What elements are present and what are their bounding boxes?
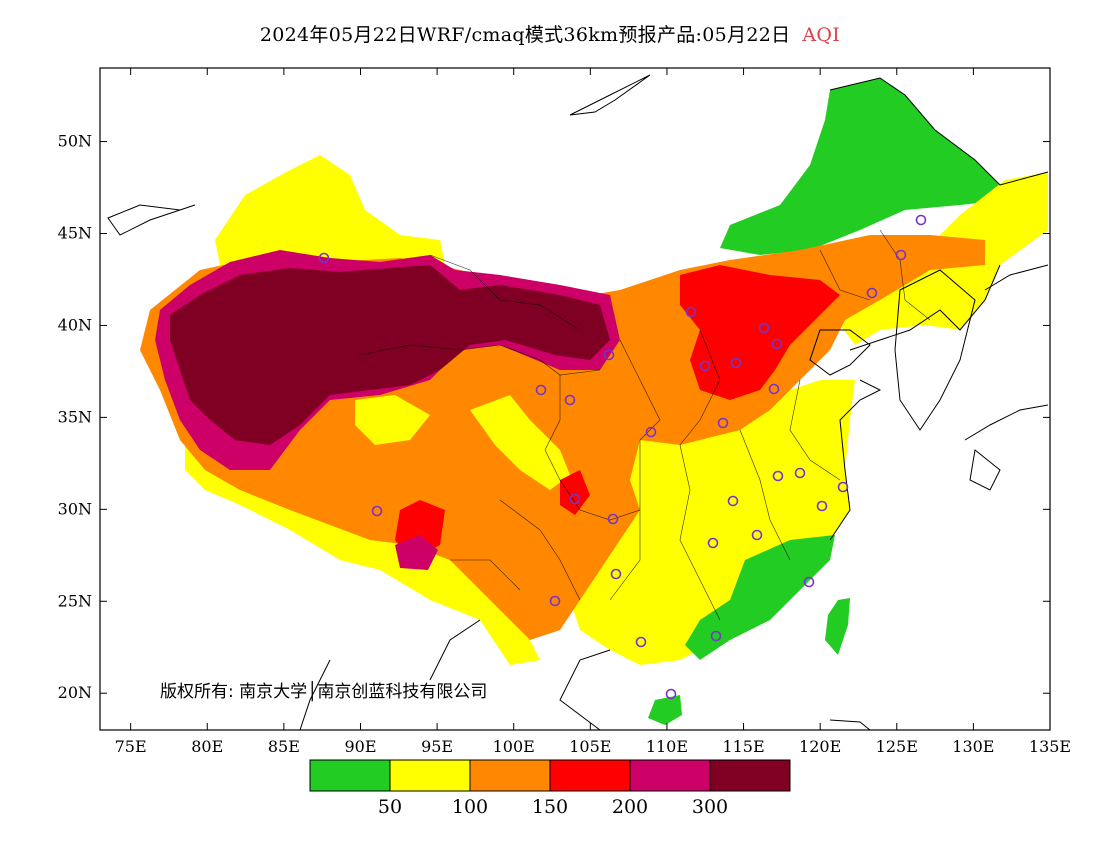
colorbar-label: 300 [692,796,728,818]
lon-tick-label: 80E [191,737,223,756]
station-marker [610,568,622,580]
aqi-zone-southeast-green [685,535,835,660]
station-marker [717,417,729,429]
station-marker [816,500,828,512]
aqi-zone-hainan [648,695,682,725]
station-marker [794,467,806,479]
station-markers [318,214,927,700]
longitude-axis: 75E 80E 85E 90E 95E 100E 105E 110E 115E 120E 125E 1… [115,68,1071,756]
title-main: 2024年05月22日WRF/cmaq模式36km预报产品:05月22日 [259,24,791,46]
station-marker [772,470,784,482]
station-marker [564,394,576,406]
colorbar-swatch [309,759,391,792]
station-marker [535,384,547,396]
station-marker [318,252,330,264]
station-marker [665,688,677,700]
colorbar-swatch [389,759,471,792]
boundaries [107,74,1049,730]
lon-tick-label: 105E [569,737,611,756]
lat-tick-label: 35N [58,407,92,426]
colorbar-swatch [549,759,631,792]
station-marker [730,357,742,369]
copyright-text: 版权所有: 南京大学│南京创蓝科技有限公司 [160,681,487,702]
lon-tick-label: 125E [876,737,918,756]
lon-tick-label: 130E [952,737,994,756]
aqi-zone-sichuan-yellow [470,395,570,490]
station-marker [371,505,383,517]
aqi-zone-yunnan-magenta [395,535,438,570]
station-marker [607,513,619,525]
province-lines [359,229,931,621]
station-marker [837,481,849,493]
lat-tick-label: 20N [58,683,92,702]
station-marker [727,495,739,507]
lat-tick-label: 45N [58,224,92,243]
station-marker [635,636,647,648]
station-marker [569,493,581,505]
title-variable: AQI [802,24,841,46]
lon-tick-label: 100E [493,737,535,756]
colorbar-label: 50 [378,796,402,818]
aqi-zone-taiwan [825,598,850,655]
aqi-zone-tibet-yellow-patch [355,395,430,445]
station-marker [768,383,780,395]
station-marker [751,529,763,541]
lat-tick-label: 30N [58,499,92,518]
station-marker [685,306,697,318]
colorbar-swatch [709,759,791,792]
latitude-axis: 50N 45N 40N 35N 30N 25N 20N [58,132,1050,702]
aqi-zone-north-red [680,265,840,400]
station-marker [707,537,719,549]
aqi-field [107,74,1049,730]
lon-tick-label: 85E [268,737,300,756]
map-title: 2024年05月22日WRF/cmaq模式36km预报产品:05月22日 AQI [0,20,1100,47]
station-marker [710,630,722,642]
station-marker [699,360,711,372]
lat-tick-label: 40N [58,315,92,334]
lon-tick-label: 110E [646,737,688,756]
colorbar-swatch [629,759,711,792]
station-marker [866,287,878,299]
lon-tick-label: 120E [799,737,841,756]
colorbar-label: 150 [532,796,568,818]
colorbar-label: 200 [612,796,648,818]
station-marker [758,322,770,334]
station-marker [645,426,657,438]
aqi-zone-northeast-green [720,78,1005,255]
lat-tick-label: 50N [58,132,92,151]
station-marker [549,595,561,607]
lon-tick-label: 75E [115,737,147,756]
aqi-colorbar: 50 100 150 200 300 [309,759,791,818]
station-marker [603,349,615,361]
lon-tick-label: 115E [722,737,764,756]
aqi-zone-xinjiang-yellow [215,155,445,280]
lon-tick-label: 135E [1029,737,1071,756]
lat-tick-label: 25N [58,591,92,610]
map-frame [99,67,1051,731]
aqi-zone-maroon [170,265,610,445]
aqi-zone-sichuan-red [560,470,590,515]
station-marker [895,249,907,261]
colorbar-label: 100 [452,796,488,818]
colorbar-swatch [469,759,551,792]
station-marker [803,576,815,588]
lon-tick-label: 95E [421,737,453,756]
lon-tick-label: 90E [344,737,376,756]
station-marker [771,338,783,350]
station-marker [915,214,927,226]
